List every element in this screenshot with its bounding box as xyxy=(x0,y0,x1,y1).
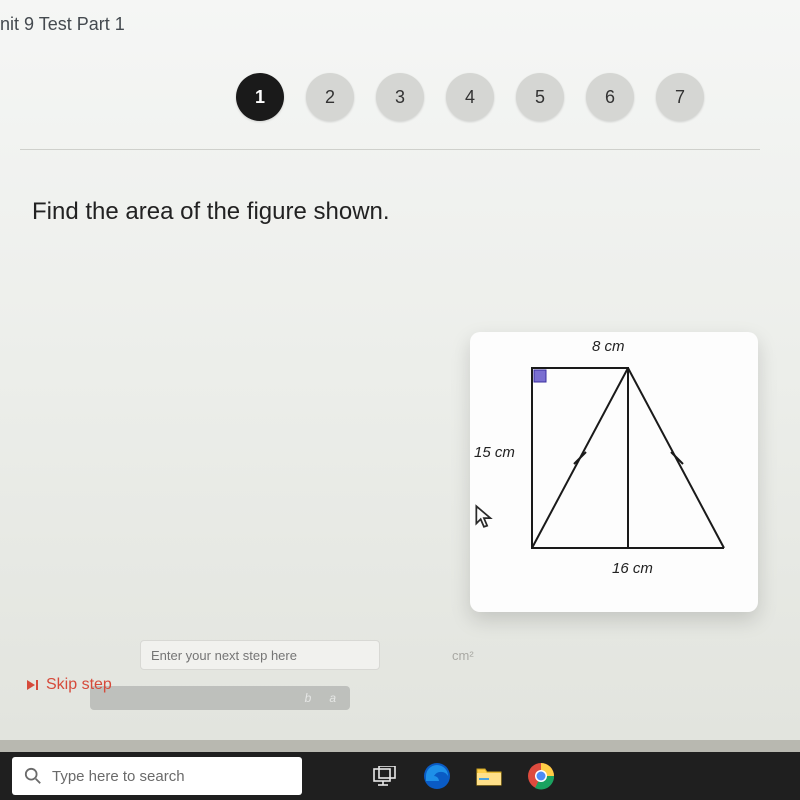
figure-label-left: 15 cm xyxy=(474,444,515,461)
question-nav-2[interactable]: 2 xyxy=(306,73,354,121)
unit-label: cm² xyxy=(452,648,474,663)
quiz-screen: nit 9 Test Part 1 1 2 3 4 5 6 7 Find the… xyxy=(0,0,800,740)
question-nav-7[interactable]: 7 xyxy=(656,73,704,121)
taskbar-search-placeholder: Type here to search xyxy=(52,768,185,785)
search-icon xyxy=(24,767,42,785)
question-nav-4[interactable]: 4 xyxy=(446,73,494,121)
figure-card: 8 cm 15 cm 16 cm xyxy=(470,332,758,612)
edge-browser-icon[interactable] xyxy=(414,752,460,800)
page-title: nit 9 Test Part 1 xyxy=(0,0,800,63)
skip-icon xyxy=(24,677,40,693)
figure-label-bottom: 16 cm xyxy=(612,560,653,577)
chrome-icon[interactable] xyxy=(518,752,564,800)
skip-step-label: Skip step xyxy=(46,676,112,694)
question-navigator: 1 2 3 4 5 6 7 xyxy=(140,63,800,149)
task-view-icon[interactable] xyxy=(362,752,408,800)
answer-row: cm² xyxy=(140,640,474,670)
step-input[interactable] xyxy=(140,640,380,670)
question-nav-5[interactable]: 5 xyxy=(516,73,564,121)
question-nav-1[interactable]: 1 xyxy=(236,73,284,121)
question-nav-3[interactable]: 3 xyxy=(376,73,424,121)
skip-step-button[interactable]: Skip step xyxy=(24,676,112,694)
question-nav-6[interactable]: 6 xyxy=(586,73,634,121)
file-explorer-icon[interactable] xyxy=(466,752,512,800)
figure-label-top: 8 cm xyxy=(592,338,625,355)
windows-taskbar: Type here to search xyxy=(0,752,800,800)
taskbar-search[interactable]: Type here to search xyxy=(12,757,302,795)
question-prompt: Find the area of the figure shown. xyxy=(0,150,800,226)
geometry-figure xyxy=(482,350,746,594)
